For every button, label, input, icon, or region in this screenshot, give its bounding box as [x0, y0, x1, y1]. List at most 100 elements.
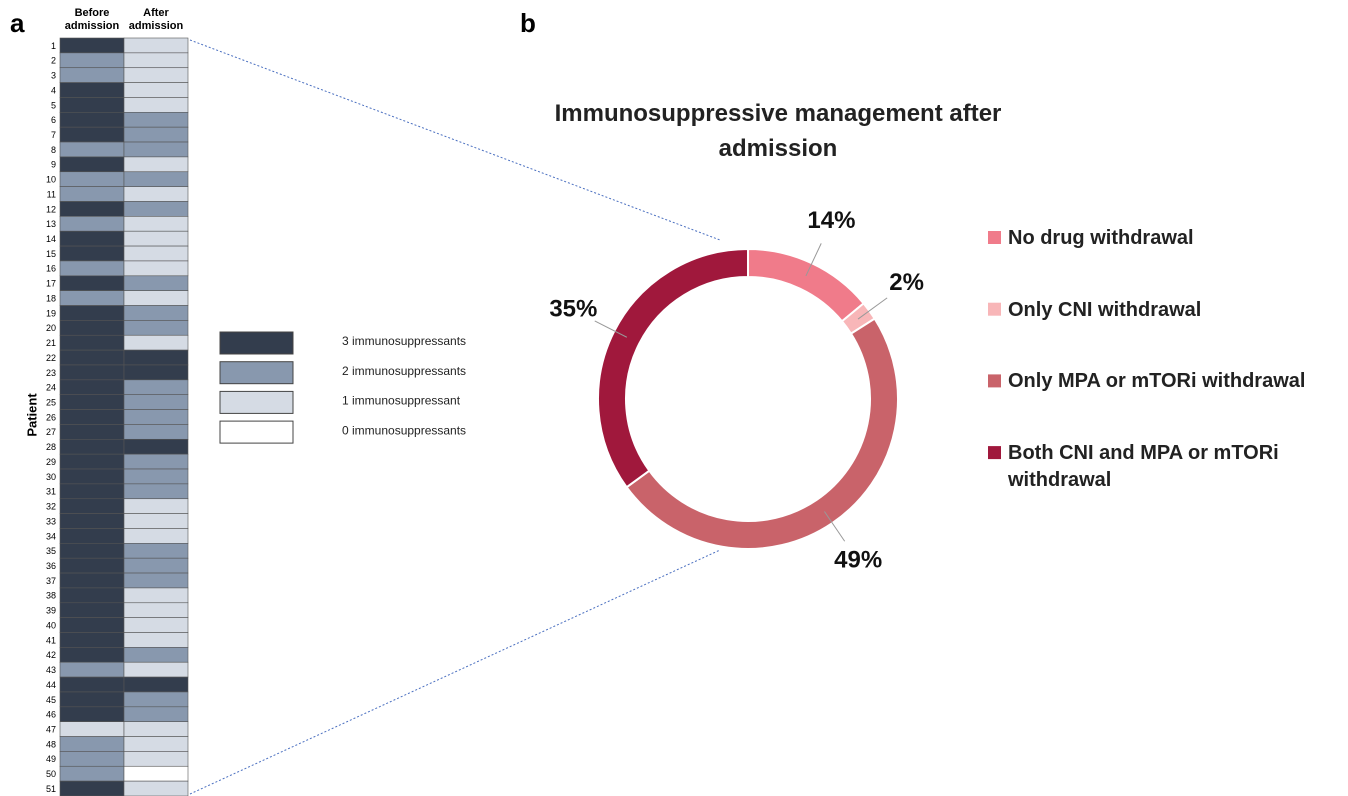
legend-label: 3 immunosuppressants: [342, 334, 466, 348]
cell: [123, 97, 189, 113]
panel-label: a: [10, 8, 25, 38]
legend-swatch: [988, 374, 1001, 388]
cell: [123, 126, 189, 143]
legend-label: 2 immunosuppressants: [342, 364, 466, 378]
row-label: 44: [46, 680, 56, 690]
cell: [123, 290, 189, 306]
cell: [59, 156, 125, 173]
cell: [59, 290, 125, 306]
row-label: 11: [47, 189, 56, 199]
cell: [123, 245, 189, 262]
row-label: 23: [46, 368, 56, 378]
row-label: 15: [46, 249, 56, 259]
cell: [123, 67, 189, 83]
cell: [59, 602, 125, 618]
legend-swatch: [219, 390, 294, 414]
cell: [59, 721, 125, 737]
cell: [59, 364, 125, 381]
cell: [59, 97, 125, 113]
cell: [123, 230, 189, 247]
cell: [59, 112, 125, 128]
cell: [123, 483, 189, 500]
cell: [59, 37, 125, 54]
cell: [59, 141, 125, 158]
cell: [59, 379, 125, 396]
legend-label: 1 immunosuppressant: [342, 394, 461, 408]
cell: [123, 349, 189, 366]
data-label: 49%: [834, 546, 882, 573]
row-label: 42: [46, 650, 56, 660]
row-label: 13: [46, 219, 56, 229]
cell: [123, 52, 189, 69]
legend-swatch: [219, 331, 294, 355]
panel-label: b: [520, 8, 536, 38]
row-label: 45: [46, 695, 56, 705]
legend-swatch: [219, 420, 294, 444]
cell: [123, 587, 189, 604]
row-label: 19: [46, 308, 56, 318]
cell: [59, 483, 125, 500]
cell: [123, 647, 189, 663]
cell: [123, 617, 189, 633]
row-label: 6: [51, 115, 56, 125]
cell: [59, 260, 125, 277]
row-label: 36: [46, 561, 56, 571]
row-label: 21: [46, 338, 56, 348]
cell: [123, 37, 189, 54]
cell: [59, 245, 125, 262]
cell: [123, 156, 189, 173]
cell: [59, 543, 125, 559]
row-label: 40: [46, 620, 56, 630]
donut-segment: [625, 317, 899, 551]
row-label: 4: [51, 85, 56, 95]
legend-swatch: [219, 361, 294, 385]
cell: [59, 349, 125, 366]
row-label: 3: [51, 71, 56, 81]
cell: [59, 320, 125, 336]
cell: [59, 647, 125, 663]
cell: [59, 572, 125, 589]
row-label: 17: [46, 279, 56, 289]
cell: [59, 468, 125, 485]
row-label: 5: [51, 100, 56, 110]
cell: [59, 617, 125, 633]
cell: [123, 201, 189, 217]
cell: [123, 780, 189, 796]
cell: [59, 453, 125, 470]
zoom-line: [189, 549, 721, 795]
cell: [123, 275, 189, 291]
row-label: 31: [46, 487, 56, 497]
cell: [59, 632, 125, 648]
cell: [59, 126, 125, 143]
legend-label: Both CNI and MPA or mTORi withdrawal: [1008, 442, 1279, 492]
row-label: 1: [51, 41, 56, 51]
cell: [123, 721, 189, 737]
row-label: 30: [46, 472, 56, 482]
cell: [59, 216, 125, 232]
leader-line: [857, 297, 888, 320]
legend-label: Only MPA or mTORi withdrawal: [1008, 370, 1306, 393]
row-label: 22: [46, 353, 56, 363]
cell: [59, 171, 125, 187]
cell: [123, 468, 189, 485]
cell: [59, 528, 125, 544]
cell: [123, 632, 189, 648]
data-label: 14%: [807, 207, 855, 234]
data-label: 2%: [889, 269, 924, 296]
cell: [123, 557, 189, 574]
row-label: 24: [46, 383, 56, 393]
cell: [123, 513, 189, 529]
legend-swatch: [988, 231, 1001, 244]
legend-label: 0 immunosuppressants: [342, 423, 466, 437]
legend-label: No drug withdrawal: [1008, 227, 1194, 249]
legend-label: Only CNI withdrawal: [1008, 298, 1202, 321]
row-label: 32: [46, 502, 56, 512]
column-header: After admission: [128, 7, 184, 32]
cell: [59, 780, 125, 796]
cell: [123, 334, 189, 351]
donut-segment: [747, 247, 865, 323]
cell: [59, 67, 125, 83]
row-label: 27: [46, 427, 56, 437]
cell: [59, 230, 125, 247]
